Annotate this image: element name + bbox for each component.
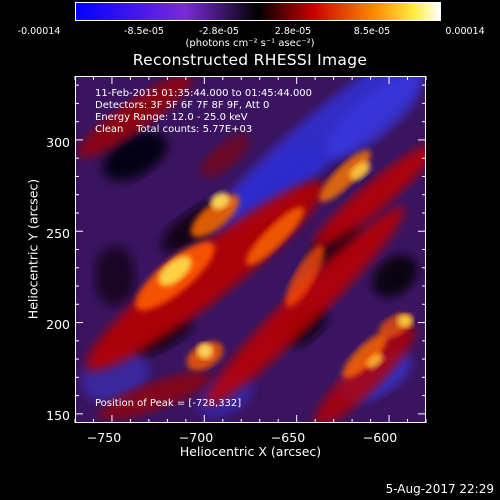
heatmap-feature <box>397 314 413 328</box>
heatmap-feature <box>95 246 135 306</box>
heatmap-feature <box>98 371 212 421</box>
y-axis-label: Heliocentric Y (arcsec) <box>25 178 41 320</box>
heatmap-feature <box>210 192 230 210</box>
heatmap-feature <box>85 181 325 371</box>
info-energy-range: Energy Range: 12.0 - 25.0 keV <box>95 112 248 123</box>
colorbar <box>75 2 441 21</box>
heatmap-feature <box>366 353 384 369</box>
heatmap-feature <box>197 343 213 359</box>
colorbar-tick: 0.00014 <box>445 26 485 37</box>
heatmap-feature <box>342 333 388 379</box>
info-counts: Clean Total counts: 5.77E+03 <box>95 124 253 135</box>
colorbar-tick: 8.5e-05 <box>353 26 391 37</box>
heatmap-feature <box>227 145 323 227</box>
x-tick-label: −700 <box>178 430 214 445</box>
timestamp: 5-Aug-2017 22:29 <box>385 482 494 496</box>
x-axis-label: Heliocentric X (arcsec) <box>179 444 322 459</box>
heatmap-feature <box>77 76 193 158</box>
x-tick-label: −650 <box>270 430 306 445</box>
heatmap-feature <box>319 150 371 202</box>
heatmap-feature <box>313 143 426 249</box>
info-detectors: Detectors: 3F 5F 6F 7F 8F 9F, Att 0 <box>95 100 270 111</box>
info-peak-position: Position of Peak = [-728,332] <box>95 398 242 409</box>
heatmap-feature <box>327 76 423 158</box>
heatmap-feature <box>314 325 416 423</box>
info-time-range: 11-Feb-2015 01:35:44.000 to 01:45:44.000 <box>95 88 313 99</box>
colorbar-tick: -0.00014 <box>17 26 61 37</box>
y-tick-label: 200 <box>46 317 70 332</box>
x-tick-label: −600 <box>362 430 398 445</box>
heatmap-feature <box>245 206 305 266</box>
chart-title: Reconstructed RHESSI Image <box>132 51 368 69</box>
y-tick-label: 250 <box>46 226 70 241</box>
heatmap-feature <box>205 206 405 406</box>
y-tick-label: 300 <box>46 135 70 150</box>
heatmap-feature <box>285 245 325 307</box>
heatmap-feature <box>158 256 192 286</box>
heatmap-feature <box>372 254 418 298</box>
heatmap-feature <box>349 161 371 181</box>
heatmap-feature <box>200 134 250 178</box>
colorbar-tick: -8.5e-05 <box>124 26 164 37</box>
y-tick-label: 150 <box>46 408 70 423</box>
colorbar-units: (photons cm⁻² s⁻¹ asec⁻²) <box>185 38 315 49</box>
heatmap-plot <box>75 76 426 423</box>
colorbar-tick: -2.8e-05 <box>199 26 239 37</box>
heatmap-intensity-layer <box>77 76 426 423</box>
colorbar-tick: 2.8e-05 <box>274 26 312 37</box>
x-tick-label: −750 <box>86 430 122 445</box>
